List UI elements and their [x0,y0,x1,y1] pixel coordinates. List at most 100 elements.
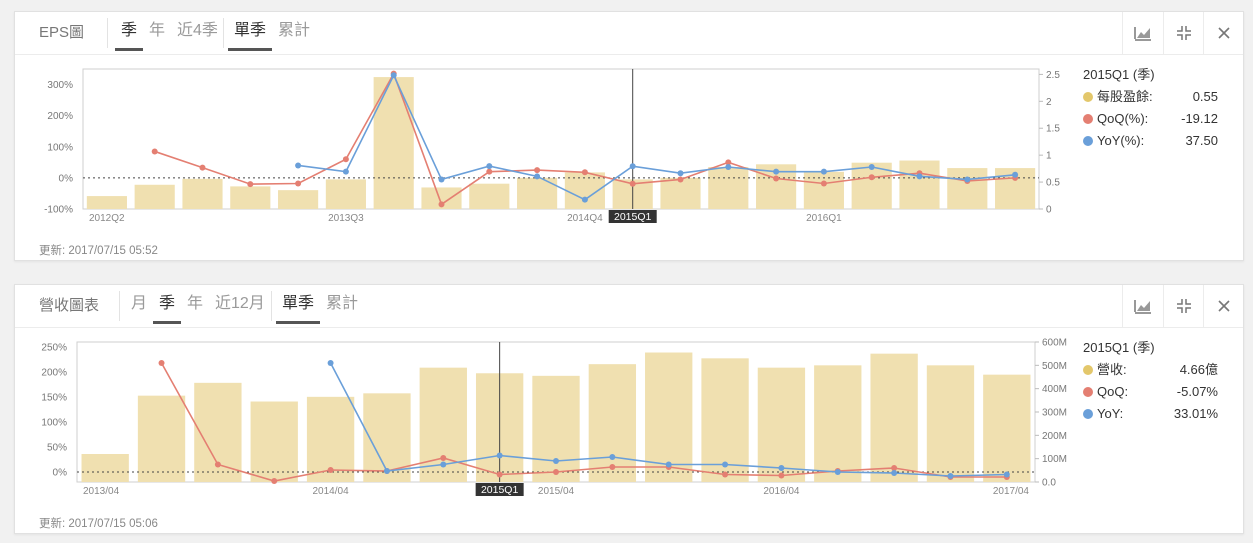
series-line [160,362,1007,482]
legend-value: 33.01% [1173,406,1218,421]
tab-year[interactable]: 年 [149,22,166,39]
legend-title: 2015Q1 (季) [1083,340,1155,355]
data-point [964,176,971,183]
data-point [247,181,254,188]
chart-type-button[interactable] [1122,285,1163,327]
revenue-panel: 營收圖表 月 季 年 近12月 單季 累計 250% 200% 150% 100% 50… [14,284,1244,534]
data-point [486,163,493,170]
data-point [534,167,541,174]
area-chart-icon [1134,27,1151,41]
tab-quarter[interactable]: 季 [114,12,144,52]
data-point [553,458,559,464]
bar [532,375,580,482]
bar [278,190,319,209]
x-tick-label: 2015/04 [538,486,575,497]
legend-dot [1083,387,1093,397]
data-point [534,173,541,180]
y2-tick-label: 2 [1046,97,1052,108]
bar [325,179,366,209]
legend-dot [1083,92,1093,102]
revenue-legend: 2015Q1 (季) 營收: 4.66億 QoQ: -5.07% YoY: 33… [1083,337,1218,425]
close-button[interactable] [1203,12,1244,54]
y-tick-label: 200% [47,111,73,122]
bar [86,196,127,209]
header-divider [119,291,120,321]
bar [134,184,175,209]
eps-panel-header: EPS圖 季 年 近4季 單季 累計 [15,12,1243,55]
legend-label: YoY(%): [1097,133,1145,148]
data-point [677,176,684,183]
compress-icon [1177,299,1191,313]
y2-tick-label: 200M [1042,431,1067,442]
bar [588,364,637,482]
bar [230,186,271,209]
revenue-chart[interactable]: 250% 200% 150% 100% 50% 0% 600M 500M 400M 300M 200… [15,328,1075,500]
tab-cumulative[interactable]: 累計 [278,22,311,39]
tab-single-quarter[interactable]: 單季 [275,285,321,325]
data-point [440,461,447,468]
data-point [158,360,165,366]
crosshair-label-bg [608,210,657,223]
data-point [581,196,588,203]
legend-row-revenue: 營收: 4.66億 [1083,359,1218,381]
legend-value: 37.50 [1185,133,1218,148]
legend-row-qoq: QoQ: -5.07% [1083,381,1218,403]
chart-type-button[interactable] [1122,12,1163,54]
y2-tick-label: 600M [1042,338,1067,349]
data-point [722,461,729,468]
data-point [834,469,841,475]
y-tick-label: -100% [44,205,73,216]
compress-button[interactable] [1163,285,1204,327]
tab-last-12-months[interactable]: 近12月 [215,295,265,312]
legend-row-yoy: YoY: 33.01% [1083,403,1218,425]
x-tick-label: 2016Q1 [806,213,842,224]
x-tick-label: 2013Q3 [328,213,364,224]
data-point [609,464,616,470]
y2-tick-label: 1 [1046,151,1052,162]
header-divider [107,18,108,48]
x-tick-label: 2014/04 [313,486,350,497]
legend-value: -5.07% [1176,384,1218,399]
data-point [629,163,636,170]
x-tick-label: 2013/04 [83,486,120,497]
data-point [725,164,732,170]
y2-tick-label: 0 [1046,205,1052,216]
legend-label: 每股盈餘: [1097,89,1153,104]
bar [814,365,862,482]
crosshair-label: 2015Q1 [481,484,519,496]
legend-dot [1083,114,1093,124]
bar [660,177,701,209]
y-tick-label: 0% [53,468,68,479]
area-chart-icon [1134,300,1151,314]
y-tick-label: 250% [41,343,67,354]
data-point [438,201,445,208]
eps-chart[interactable]: 300% 200% 100% 0% -100% 2.5 2 1.5 1 0.5 0 2012Q2 201… [15,55,1075,235]
tab-month[interactable]: 月 [131,295,148,312]
legend-row-qoq: QoQ(%): -19.12 [1083,108,1218,130]
y-tick-label: 200% [41,368,67,379]
compress-icon [1177,26,1191,40]
data-point [440,455,447,461]
tab-single-quarter[interactable]: 單季 [227,12,273,52]
data-point [891,465,898,471]
tab-quarter[interactable]: 季 [152,285,182,325]
eps-panel: EPS圖 季 年 近4季 單季 累計 300% 200% 100% 0% -100% 2.… [14,11,1244,261]
data-point [151,148,158,155]
data-point [383,468,390,474]
data-point [295,162,302,169]
header-divider [271,291,272,321]
close-button[interactable] [1203,285,1244,327]
y2-tick-label: 300M [1042,408,1067,419]
tab-year[interactable]: 年 [187,295,204,312]
y2-tick-label: 500M [1042,361,1067,372]
data-point [820,168,827,175]
data-point [629,180,636,187]
tab-cumulative[interactable]: 累計 [326,295,359,312]
crosshair-label-bg [475,483,524,496]
compress-button[interactable] [1163,12,1204,54]
bar [708,167,749,209]
data-point [581,169,588,176]
y2-tick-label: 0.5 [1046,178,1060,189]
tab-last-4-quarters[interactable]: 近4季 [177,22,218,39]
data-point [214,461,221,468]
